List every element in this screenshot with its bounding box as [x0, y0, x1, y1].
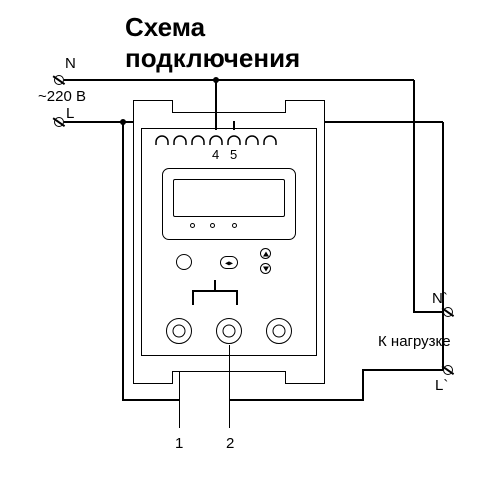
triangle-up-icon	[263, 251, 269, 256]
input-voltage-label: ~220 В	[38, 88, 86, 105]
output-l-label: L`	[435, 377, 448, 394]
wire-l-down-left	[122, 122, 124, 400]
bottom-terminal-2-label: 2	[226, 435, 234, 452]
device-screen	[162, 168, 296, 240]
input-n-label: N	[65, 55, 76, 72]
wire-n-right-down	[413, 80, 415, 312]
wire-l-down-redraw	[233, 121, 235, 130]
up-button	[260, 248, 271, 259]
screen-dot-2	[210, 223, 215, 228]
wire-l-left	[64, 121, 124, 123]
bottom-terminal-1-inner	[173, 325, 186, 338]
top-coil-row	[150, 128, 308, 146]
bottom-terminal-2-inner	[223, 325, 236, 338]
output-load-label: К нагрузке	[378, 333, 451, 350]
bottom-tab-right	[285, 371, 325, 384]
top-tab-left	[133, 100, 173, 113]
top-tab-right	[285, 100, 325, 113]
output-n-label: N`	[432, 290, 448, 307]
wire-l-out-right	[362, 369, 443, 371]
bottom-terminal-1	[166, 318, 192, 344]
wire-n-out-right	[413, 311, 443, 313]
bottom-terminal-1-label: 1	[175, 435, 183, 452]
wire-term2-down	[229, 345, 231, 400]
down-button	[260, 263, 271, 274]
bracket-mid-v	[214, 280, 216, 291]
stub-1	[179, 400, 181, 428]
stub-2	[229, 400, 231, 428]
wire-l-to-term1	[122, 399, 180, 401]
input-l-label: L	[66, 105, 74, 122]
bracket-left-v	[192, 290, 194, 305]
bottom-terminal-3-inner	[273, 325, 286, 338]
wire-term2-right	[229, 399, 364, 401]
top-terminal-4-label: 4	[212, 147, 219, 162]
lr-arrows-icon: ◂▸	[225, 258, 233, 267]
wire-l-out-up	[362, 369, 364, 400]
bottom-tab-left	[133, 371, 173, 384]
bracket-right-v	[236, 290, 238, 305]
screen-dot-1	[190, 223, 195, 228]
diagram-title: Схема подключения	[125, 12, 375, 74]
knob-button	[176, 254, 192, 270]
wire-n-down-redraw	[215, 100, 217, 130]
top-terminal-5-label: 5	[230, 147, 237, 162]
device-screen-inner	[173, 179, 285, 217]
lr-button: ◂▸	[220, 256, 238, 269]
triangle-down-icon	[263, 266, 269, 271]
wire-n-top	[64, 79, 414, 81]
bottom-terminal-2	[216, 318, 242, 344]
screen-dot-3	[232, 223, 237, 228]
bottom-terminal-3	[266, 318, 292, 344]
